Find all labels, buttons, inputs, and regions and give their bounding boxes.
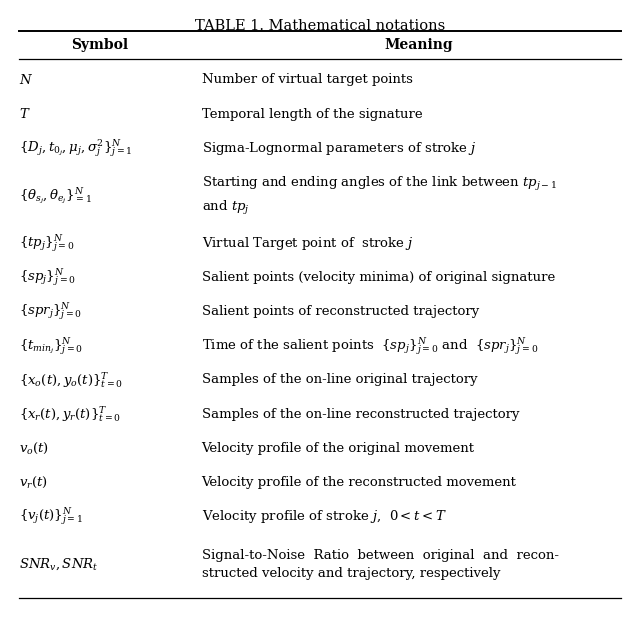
Text: Starting and ending angles of the link between $tp_{j-1}$
and $tp_j$: Starting and ending angles of the link b… [202,175,557,217]
Text: $v_o(t)$: $v_o(t)$ [19,440,49,456]
Text: $\{\theta_{s_j}, \theta_{e_j}\}_{=1}^{N}$: $\{\theta_{s_j}, \theta_{e_j}\}_{=1}^{N}… [19,186,92,206]
Text: $v_r(t)$: $v_r(t)$ [19,475,48,490]
Text: Temporal length of the signature: Temporal length of the signature [202,108,422,121]
Text: Meaning: Meaning [385,38,454,52]
Text: Virtual Target point of  stroke $j$: Virtual Target point of stroke $j$ [202,235,413,252]
Text: $SNR_v,SNR_t$: $SNR_v,SNR_t$ [19,556,99,572]
Text: Signal-to-Noise  Ratio  between  original  and  recon-
structed velocity and tra: Signal-to-Noise Ratio between original a… [202,548,559,579]
Text: Sigma-Lognormal parameters of stroke $j$: Sigma-Lognormal parameters of stroke $j$ [202,140,476,157]
Text: Samples of the on-line original trajectory: Samples of the on-line original trajecto… [202,374,477,386]
Text: $\{spr_j\}_{j=0}^{N}$: $\{spr_j\}_{j=0}^{N}$ [19,301,83,322]
Text: $\{v_j(t)\}_{j=1}^{N}$: $\{v_j(t)\}_{j=1}^{N}$ [19,506,83,527]
Text: $\{t_{min_j}\}_{j=0}^{N}$: $\{t_{min_j}\}_{j=0}^{N}$ [19,335,83,357]
Text: Time of the salient points  $\{sp_j\}_{j=0}^{N}$ and  $\{spr_j\}_{j=0}^{N}$: Time of the salient points $\{sp_j\}_{j=… [202,335,538,357]
Text: Salient points (velocity minima) of original signature: Salient points (velocity minima) of orig… [202,271,555,284]
Text: TABLE 1. Mathematical notations: TABLE 1. Mathematical notations [195,19,445,33]
Text: $\{x_o(t), y_o(t)\}_{t=0}^{T}$: $\{x_o(t), y_o(t)\}_{t=0}^{T}$ [19,370,124,390]
Text: Velocity profile of the reconstructed movement: Velocity profile of the reconstructed mo… [202,476,516,489]
Text: Velocity profile of stroke $j$,  $0 < t < T$: Velocity profile of stroke $j$, $0 < t <… [202,508,446,525]
Text: $\{x_r(t), y_r(t)\}_{t=0}^{T}$: $\{x_r(t), y_r(t)\}_{t=0}^{T}$ [19,404,121,424]
Text: $T$: $T$ [19,107,31,121]
Text: Symbol: Symbol [70,38,128,52]
Text: Number of virtual target points: Number of virtual target points [202,74,412,86]
Text: Velocity profile of the original movement: Velocity profile of the original movemen… [202,442,475,455]
Text: Samples of the on-line reconstructed trajectory: Samples of the on-line reconstructed tra… [202,408,519,421]
Text: Salient points of reconstructed trajectory: Salient points of reconstructed trajecto… [202,305,479,318]
Text: $\{tp_j\}_{j=0}^{N}$: $\{tp_j\}_{j=0}^{N}$ [19,233,75,254]
Text: $N$: $N$ [19,73,33,87]
Text: $\{sp_j\}_{j=0}^{N}$: $\{sp_j\}_{j=0}^{N}$ [19,267,76,288]
Text: $\{D_j, t_{0_j}, \mu_j, \sigma_j^2\}_{j=1}^{N}$: $\{D_j, t_{0_j}, \mu_j, \sigma_j^2\}_{j=… [19,138,132,159]
